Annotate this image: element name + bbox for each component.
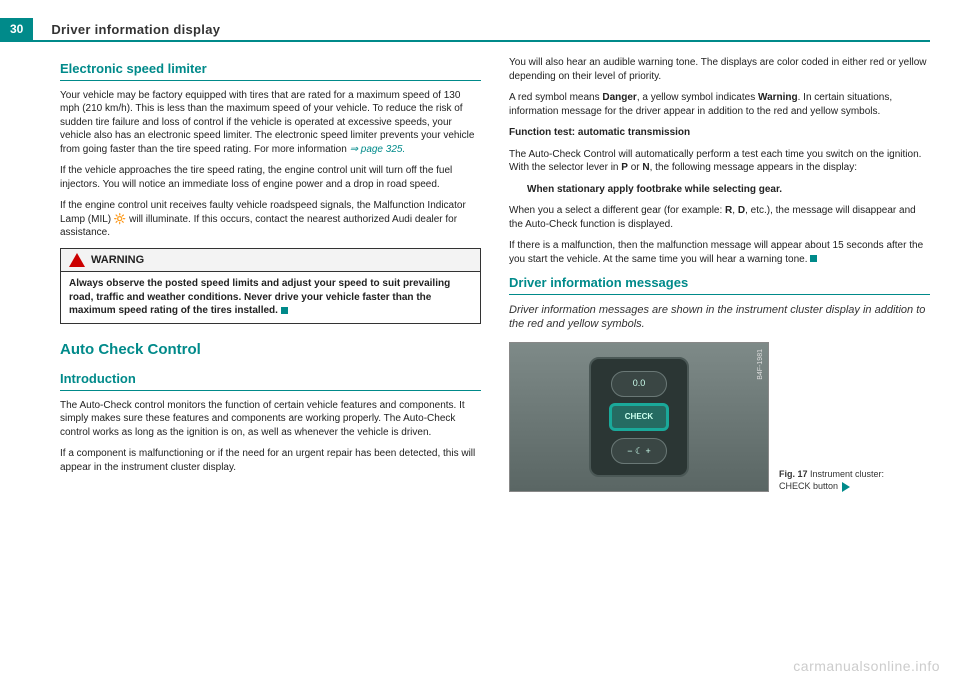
watermark: carmanualsonline.info (793, 658, 940, 674)
body-text: Your vehicle may be factory equipped wit… (60, 90, 474, 155)
brightness-button: − ☾ + (611, 438, 667, 464)
body-text: When you a select a different gear (for … (509, 205, 725, 216)
body-text: If there is a malfunction, then the malf… (509, 240, 923, 265)
paragraph: Your vehicle may be factory equipped wit… (60, 89, 481, 157)
end-square-icon (810, 255, 817, 262)
body-text: or (628, 162, 642, 173)
paragraph: The Auto-Check control monitors the func… (60, 399, 481, 440)
figure-side-label: B4F-1981 (756, 349, 765, 380)
body-text: A red symbol means (509, 92, 602, 103)
warning-text: Always observe the posted speed limits a… (69, 278, 450, 316)
warning-body: Always observe the posted speed limits a… (61, 272, 480, 323)
end-square-icon (281, 307, 288, 314)
bold-term: Danger (602, 92, 636, 103)
figure-number: Fig. 17 (779, 469, 808, 479)
section-tagline: Driver information messages are shown in… (509, 303, 930, 333)
paragraph: If a component is malfunctioning or if t… (60, 447, 481, 474)
figure-image: B4F-1981 0.0 CHECK − ☾ + (509, 342, 769, 492)
bold-term: D (738, 205, 745, 216)
paragraph: The Auto-Check Control will automaticall… (509, 148, 930, 175)
warning-triangle-icon (69, 253, 85, 267)
section-title-speed-limiter: Electronic speed limiter (60, 60, 481, 81)
warning-box: WARNING Always observe the posted speed … (60, 248, 481, 324)
section-title-driver-info: Driver information messages (509, 274, 930, 295)
body-text: , the following message appears in the d… (650, 162, 857, 173)
trip-reset-button: 0.0 (611, 371, 667, 397)
paragraph: When you a select a different gear (for … (509, 204, 930, 231)
bold-term: P (621, 162, 628, 173)
paragraph: If the engine control unit receives faul… (60, 199, 481, 240)
check-button: CHECK (609, 403, 669, 431)
warning-label: WARNING (91, 253, 144, 268)
page-number: 30 (0, 18, 33, 40)
paragraph: You will also hear an audible warning to… (509, 56, 930, 83)
heading-auto-check: Auto Check Control (60, 340, 481, 360)
paragraph: If there is a malfunction, then the malf… (509, 239, 930, 266)
bold-term: Warning (758, 92, 798, 103)
paragraph: A red symbol means Danger, a yellow symb… (509, 91, 930, 118)
figure-caption: Fig. 17 Instrument cluster: CHECK button (779, 468, 899, 492)
section-title-introduction: Introduction (60, 370, 481, 391)
display-message: When stationary apply footbrake while se… (527, 183, 930, 197)
page-reference: ⇒ page 325. (350, 144, 406, 155)
paragraph: If the vehicle approaches the tire speed… (60, 164, 481, 191)
left-column: Electronic speed limiter Your vehicle ma… (60, 56, 481, 492)
bold-term: N (642, 162, 649, 173)
check-panel: 0.0 CHECK − ☾ + (589, 357, 689, 477)
body-text: , a yellow symbol indicates (637, 92, 758, 103)
page-header-title: Driver information display (51, 22, 220, 37)
subheading-function-test: Function test: automatic transmission (509, 126, 930, 140)
right-column: You will also hear an audible warning to… (509, 56, 930, 492)
continue-arrow-icon (842, 482, 850, 492)
